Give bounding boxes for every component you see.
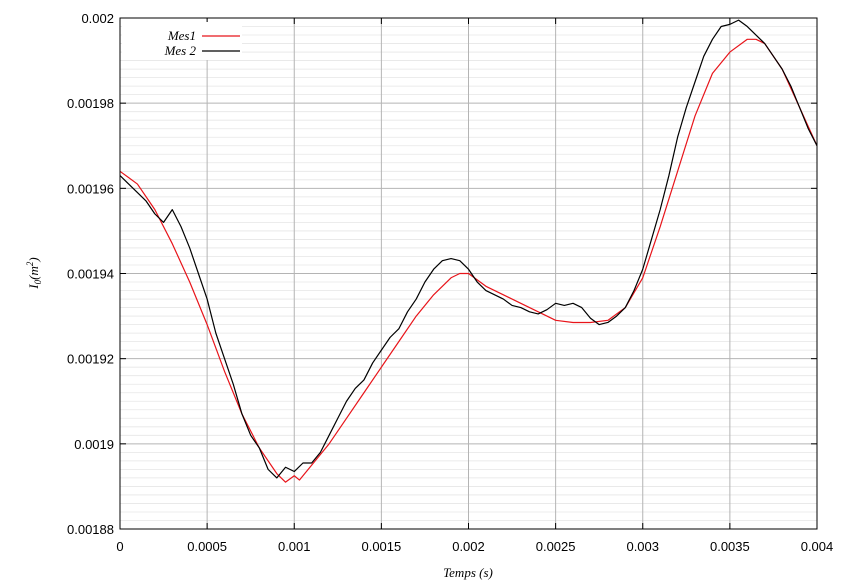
- y-axis-title: I0(m2): [25, 257, 43, 289]
- x-tick-label: 0.003: [626, 539, 659, 554]
- series-layer: [120, 19, 817, 483]
- y-tick-label: 0.00188: [67, 522, 114, 537]
- y-axis-title-superscript: 2: [25, 261, 35, 266]
- x-tick-label: 0.0035: [710, 539, 750, 554]
- x-tick-labels: 0 0.0005 0.001 0.0015 0.002 0.0025 0.003 0.0035…: [116, 539, 833, 554]
- x-tick-label: 0.004: [801, 539, 834, 554]
- x-tick-label: 0.0015: [361, 539, 401, 554]
- y-tick-label: 0.00196: [67, 181, 114, 196]
- legend-label-mes1: Mes1: [167, 28, 196, 43]
- x-tick-label: 0.001: [278, 539, 311, 554]
- y-axis-title-subscript: 0: [33, 279, 43, 284]
- y-axis-title-base: I: [26, 284, 41, 290]
- legend-label-mes2: Mes 2: [164, 43, 197, 58]
- y-axis-title-paren-close: ): [26, 257, 41, 262]
- legend-box: [122, 22, 242, 60]
- x-tick-label: 0: [116, 539, 123, 554]
- y-tick-label: 0.002: [81, 11, 114, 26]
- y-axis-title-paren-open: (: [26, 275, 41, 280]
- legend: Mes1 Mes 2: [122, 22, 242, 60]
- series-line-mes2: [120, 19, 817, 479]
- x-tick-label: 0.0025: [536, 539, 576, 554]
- series-line-mes1: [120, 38, 817, 483]
- y-tick-label: 0.00198: [67, 96, 114, 111]
- y-tick-label: 0.00194: [67, 267, 114, 282]
- y-tick-label: 0.0019: [74, 437, 114, 452]
- x-axis-title: Temps (s): [443, 565, 493, 580]
- x-tick-label: 0.002: [452, 539, 485, 554]
- y-axis-title-unit: m: [26, 266, 41, 275]
- axis-ticks: [119, 17, 818, 530]
- y-tick-labels: 0.00188 0.0019 0.00192 0.00194 0.00196 0.0019…: [67, 11, 114, 537]
- y-tick-label: 0.00192: [67, 352, 114, 367]
- x-tick-label: 0.0005: [187, 539, 227, 554]
